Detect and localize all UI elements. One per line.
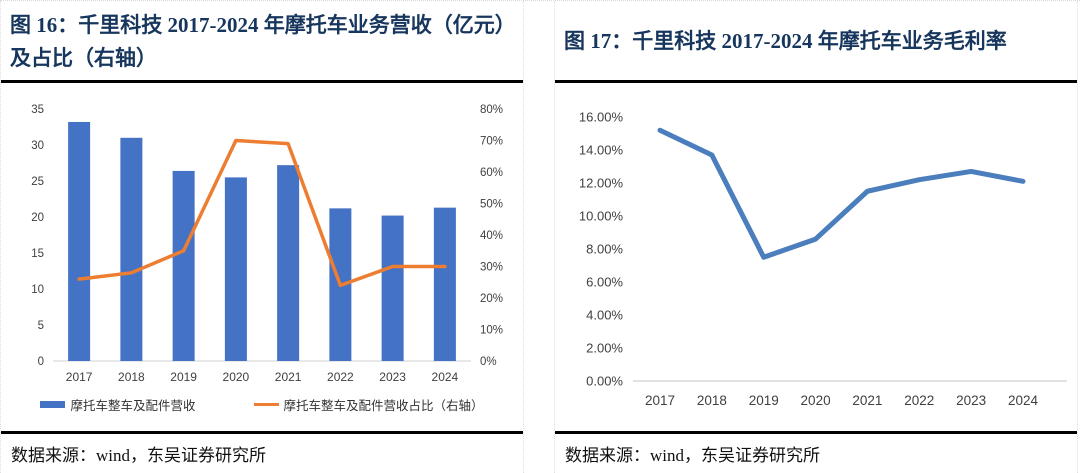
axis-tick-label: 80% xyxy=(480,104,503,116)
figure-17-panel: 图 17：千里科技 2017-2024 年摩托车业务毛利率 0.00% 2.00%… xyxy=(554,1,1078,473)
axis-tick-label: 60% xyxy=(480,167,503,179)
bar-2018 xyxy=(120,137,143,361)
axis-tick-label: 15 xyxy=(31,248,44,260)
axis-tick-label: 10% xyxy=(480,325,503,337)
axis-tick-label: 14.00% xyxy=(579,143,624,158)
axis-tick-label: 35 xyxy=(31,104,44,116)
axis-tick-label: 25 xyxy=(31,176,44,188)
axis-tick-label: 2018 xyxy=(697,393,727,408)
legend-label: 摩托车整车及配件营收占比（右轴） xyxy=(283,399,484,413)
axis-tick-label: 2018 xyxy=(118,370,145,384)
gross-margin-line-chart: 0.00% 2.00% 4.00% 6.00% 8.00% 10.00% 12.00% 14.… xyxy=(579,110,1067,408)
gross-margin-line-series xyxy=(657,127,1026,260)
axis-tick-label: 2023 xyxy=(379,370,406,384)
axis-tick-label: 2023 xyxy=(956,393,986,408)
bar-2017 xyxy=(68,121,91,362)
bar-2019 xyxy=(172,170,195,361)
bar-2020 xyxy=(224,177,247,361)
header-rule xyxy=(1,80,523,83)
revenue-combo-chart: 0 5 10 15 20 25 30 35 0% 10% 20% 30% 40% 50% 60% 70% 80%… xyxy=(31,104,503,384)
axis-tick-label: 4.00% xyxy=(586,308,623,323)
axis-tick-label: 0% xyxy=(480,356,497,368)
figure-16-header: 图 16：千里科技 2017-2024 年摩托车业务营收（亿元）及占比（右轴） xyxy=(1,1,523,80)
x-axis-labels: 2017 2018 2019 2020 2021 2022 2023 2024 xyxy=(645,393,1039,408)
figure-17-header: 图 17：千里科技 2017-2024 年摩托车业务毛利率 xyxy=(555,1,1077,80)
axis-tick-label: 12.00% xyxy=(579,176,624,191)
figure-17-source: 数据来源：wind，东吴证券研究所 xyxy=(565,446,820,465)
figure-16-chart-area: 0 5 10 15 20 25 30 35 0% 10% 20% 30% 40% 50% 60% 70% 80%… xyxy=(1,83,523,431)
axis-tick-label: 2020 xyxy=(801,393,831,408)
header-rule xyxy=(555,80,1077,83)
bar-swatch-icon xyxy=(40,401,66,408)
axis-tick-label: 40% xyxy=(480,230,503,242)
figure-16-title: 图 16：千里科技 2017-2024 年摩托车业务营收（亿元）及占比（右轴） xyxy=(10,12,506,70)
axis-tick-label: 16.00% xyxy=(579,110,624,125)
bar-2024 xyxy=(433,207,456,361)
y-axis-labels: 0.00% 2.00% 4.00% 6.00% 8.00% 10.00% 12.00% 14.… xyxy=(579,110,624,389)
axis-tick-label: 20 xyxy=(31,212,44,224)
x-axis-labels: 2017 2018 2019 2020 2021 2022 2023 2024 xyxy=(66,370,459,384)
axis-tick-label: 50% xyxy=(480,199,503,211)
axis-tick-label: 2021 xyxy=(275,370,302,384)
axis-tick-label: 0.00% xyxy=(586,374,623,389)
legend-label: 摩托车整车及配件营收 xyxy=(70,399,196,413)
left-axis-labels: 0 5 10 15 20 25 30 35 xyxy=(31,104,44,368)
axis-tick-label: 2021 xyxy=(852,393,882,408)
axis-tick-label: 30 xyxy=(31,140,44,152)
legend-item-revenue: 摩托车整车及配件营收 xyxy=(40,395,196,414)
axis-tick-label: 2024 xyxy=(432,370,459,384)
axis-tick-label: 2020 xyxy=(223,370,250,384)
figure-17-title: 图 17：千里科技 2017-2024 年摩托车业务毛利率 xyxy=(564,29,1007,54)
axis-tick-label: 2022 xyxy=(327,370,354,384)
legend-item-revenue-share: 摩托车整车及配件营收占比（右轴） xyxy=(253,395,484,414)
axis-tick-label: 2019 xyxy=(170,370,197,384)
axis-tick-label: 8.00% xyxy=(586,242,623,257)
figure-16-source-row: 数据来源：wind，东吴证券研究所 xyxy=(1,434,523,473)
axis-tick-label: 6.00% xyxy=(586,275,623,290)
bar-2021 xyxy=(277,165,300,361)
figure-16-source: 数据来源：wind，东吴证券研究所 xyxy=(11,446,266,465)
figure-17-source-row: 数据来源：wind，东吴证券研究所 xyxy=(555,434,1077,473)
footer-rule xyxy=(1,431,523,434)
axis-tick-label: 0 xyxy=(38,356,44,368)
axis-tick-label: 2019 xyxy=(749,393,779,408)
bar-2023 xyxy=(381,215,404,361)
axis-tick-label: 20% xyxy=(480,293,503,305)
footer-rule xyxy=(555,431,1077,434)
axis-tick-label: 2017 xyxy=(645,393,675,408)
figure-16-legend: 摩托车整车及配件营收 摩托车整车及配件营收占比（右轴） xyxy=(1,395,523,414)
axis-tick-label: 70% xyxy=(480,136,503,148)
figure-17-chart-area: 0.00% 2.00% 4.00% 6.00% 8.00% 10.00% 12.00% 14.… xyxy=(555,83,1077,431)
figure-16-panel: 图 16：千里科技 2017-2024 年摩托车业务营收（亿元）及占比（右轴） … xyxy=(0,1,524,473)
axis-tick-label: 2024 xyxy=(1008,393,1039,408)
right-axis-labels: 0% 10% 20% 30% 40% 50% 60% 70% 80% xyxy=(480,104,503,368)
revenue-bars-series xyxy=(68,121,456,362)
line-swatch-icon xyxy=(253,403,279,406)
axis-tick-label: 10 xyxy=(31,284,44,296)
axis-tick-label: 2017 xyxy=(66,370,93,384)
axis-tick-label: 10.00% xyxy=(579,209,624,224)
axis-tick-label: 5 xyxy=(38,320,44,332)
revenue-share-line-series xyxy=(77,138,447,288)
axis-tick-label: 30% xyxy=(480,262,503,274)
axis-tick-label: 2022 xyxy=(904,393,934,408)
axis-tick-label: 2.00% xyxy=(586,341,623,356)
